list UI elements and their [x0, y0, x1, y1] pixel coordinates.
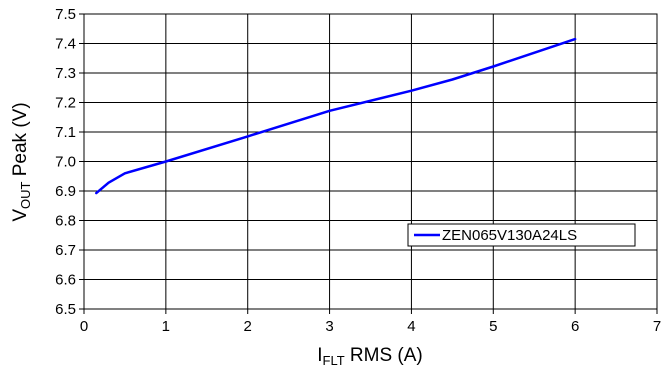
- x-tick-label: 4: [407, 318, 415, 335]
- y-tick-label: 6.7: [55, 242, 76, 259]
- x-axis-label: IFLT RMS (A): [317, 345, 423, 368]
- y-tick-label: 7.3: [55, 65, 76, 82]
- legend-box: [407, 223, 636, 247]
- x-tick-label: 5: [489, 318, 497, 335]
- gridlines: [79, 13, 658, 314]
- y-tick-label: 6.9: [55, 183, 76, 200]
- y-tick-label: 7.4: [55, 36, 76, 53]
- legend-entry: ZEN065V130A24LS: [442, 227, 577, 244]
- y-tick-label: 7.0: [55, 154, 76, 171]
- x-tick-label: 0: [80, 318, 88, 335]
- x-tick-label: 1: [162, 318, 170, 335]
- x-tick-label: 7: [653, 318, 661, 335]
- y-axis-label: VOUT Peak (V): [10, 102, 33, 221]
- series-line: [95, 37, 577, 195]
- x-tick-label: 6: [571, 318, 579, 335]
- x-tick-label: 2: [244, 318, 252, 335]
- series-layer: [95, 37, 577, 195]
- y-tick-label: 6.5: [55, 301, 76, 318]
- y-tick-label: 7.5: [55, 6, 76, 23]
- x-axis-ticks: 0 1 2 3 4 5 6 7: [80, 318, 661, 335]
- y-tick-label: 7.1: [55, 124, 76, 141]
- y-tick-label: 6.6: [55, 272, 76, 289]
- y-axis-ticks: 6.5 6.6 6.7 6.8 6.9 7.0 7.1 7.2 7.3 7.4 7.5: [55, 6, 76, 318]
- x-tick-label: 3: [325, 318, 333, 335]
- legend: ZEN065V130A24LS: [407, 223, 636, 247]
- y-tick-label: 7.2: [55, 95, 76, 112]
- y-tick-label: 6.8: [55, 213, 76, 230]
